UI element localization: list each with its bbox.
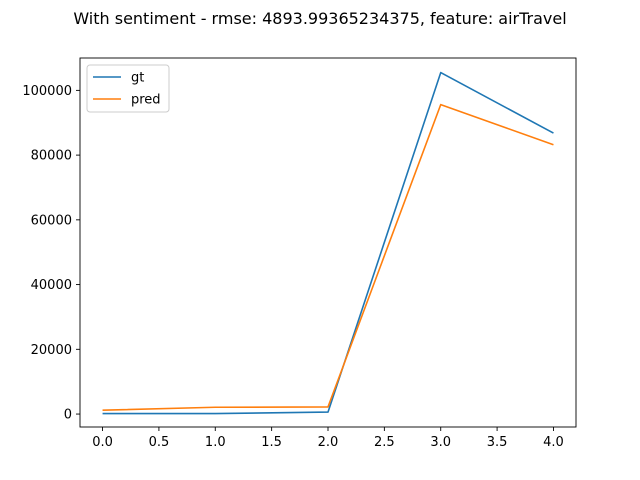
series-line-pred [102,103,554,411]
x-tick-label: 1.5 [261,435,282,450]
x-tick-label: 3.5 [487,435,508,450]
plot-frame [79,57,577,428]
series-line-gt [102,71,554,415]
plot-area: 0.0 0.5 1.0 1.5 2.0 2.5 3.0 3.5 4.0 0 20000 40000 60… [22,57,577,450]
x-tick-label: 2.0 [318,435,339,450]
y-tick-label: 0 [64,408,72,423]
chart-title: With sentiment - rmse: 4893.99365234375,… [73,9,566,28]
x-tick-label: 2.5 [374,435,395,450]
x-tick-label: 4.0 [543,435,564,450]
x-tick-label: 0.0 [92,435,113,450]
x-tick-label: 0.5 [149,435,170,450]
y-tick-label: 80000 [31,149,72,164]
y-tick-label: 60000 [31,213,72,228]
y-tick-label: 20000 [31,343,72,358]
y-tick-label: 40000 [31,278,72,293]
legend-label-gt: gt [131,71,144,86]
x-tick-label: 3.0 [430,435,451,450]
legend-label-pred: pred [131,93,161,108]
x-tick-label: 1.0 [205,435,226,450]
y-tick-label: 100000 [22,84,72,99]
